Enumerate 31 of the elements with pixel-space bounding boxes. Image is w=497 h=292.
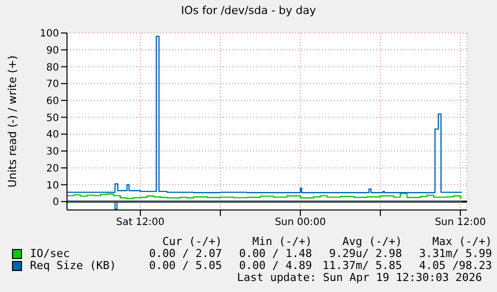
y-tick-label: 90 [46,45,59,56]
y-tick-label: 70 [46,79,59,90]
y-axis-title: Units read (-) / write (+) [6,55,19,188]
text: 11.37m/ 5.85 [322,259,402,272]
x-tick-label: Sun 00:00 [274,217,326,228]
text: 3.31m/ 5.99 [418,247,492,260]
text: 4.05 /98.23 [418,259,492,272]
y-tick-label: 10 [46,180,59,192]
y-tick-label: 50 [46,112,59,124]
text: Min (-/+) [251,235,312,248]
legend-label: Req Size (KB) [30,259,116,272]
x-tick-label: Sun 12:00 [434,217,486,228]
y-tick-label: 0 [52,197,59,208]
text: 0.00 / 2.07 [148,247,222,260]
y-tick-label: 60 [46,96,59,107]
text: Cur (-/+) [161,235,222,248]
x-tick-label: Sat 12:00 [116,217,165,228]
text: 0.00 / 1.48 [238,247,312,260]
text: Max (-/+) [431,235,492,248]
text: 0.00 / 5.05 [148,259,222,272]
y-tick-label: 80 [46,62,59,74]
legend-label: IO/sec [30,247,70,260]
chart-title: IOs for /dev/sda - by day [180,4,318,18]
y-tick-label: 100 [40,28,59,40]
text: Last update: Sun Apr 19 12:30:03 2026 [236,271,483,284]
y-tick-label: 30 [46,146,59,158]
y-tick-label: 40 [46,130,59,141]
y-tick-label: 20 [46,163,59,174]
text: 0.00 / 4.89 [238,259,312,272]
text: Avg (-/+) [341,235,402,248]
text: 9.29u/ 2.98 [328,247,402,260]
